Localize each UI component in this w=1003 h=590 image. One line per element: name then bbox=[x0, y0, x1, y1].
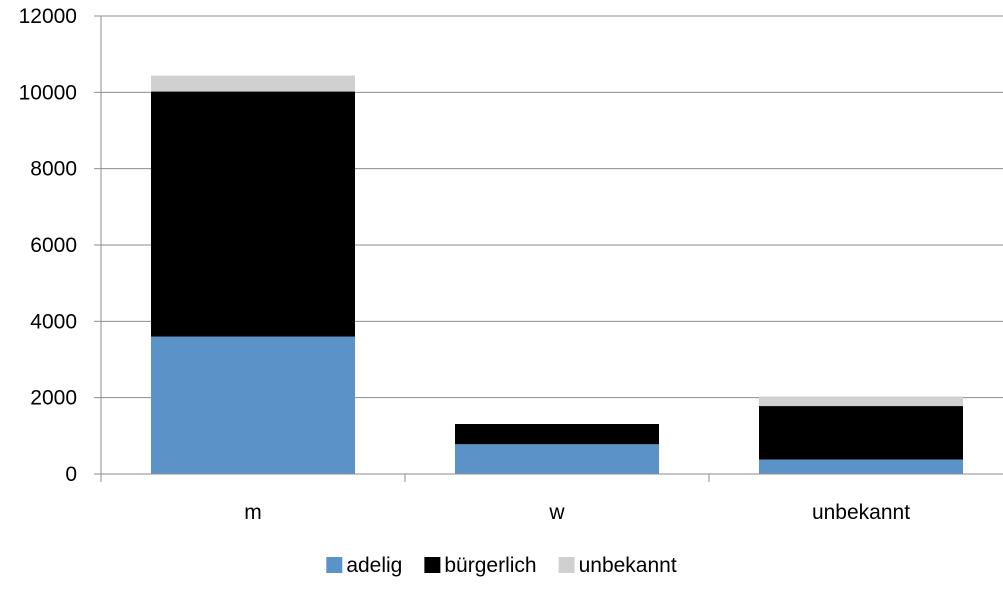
bar-m-unbekannt bbox=[151, 75, 355, 92]
legend-label: adelig bbox=[346, 554, 402, 577]
y-tick-label: 2000 bbox=[30, 387, 77, 410]
legend-swatch-bürgerlich bbox=[424, 557, 441, 573]
x-tick-label: unbekannt bbox=[812, 501, 910, 524]
legend-label: unbekannt bbox=[579, 554, 677, 577]
y-tick-label: 12000 bbox=[19, 5, 77, 28]
y-tick-label: 4000 bbox=[30, 310, 77, 333]
bar-unbekannt-adelig bbox=[759, 459, 963, 474]
legend-swatch-unbekannt bbox=[558, 557, 575, 573]
legend: adelig bürgerlich unbekannt bbox=[326, 554, 677, 577]
bar-unbekannt-bürgerlich bbox=[759, 406, 963, 460]
y-tick-label: 0 bbox=[65, 463, 77, 486]
x-tick-label: m bbox=[244, 501, 262, 524]
bar-m-adelig bbox=[151, 336, 355, 474]
x-tick-label: w bbox=[548, 501, 565, 524]
bar-unbekannt-unbekannt bbox=[759, 396, 963, 407]
legend-label: bürgerlich bbox=[444, 554, 536, 577]
axes bbox=[94, 15, 1003, 482]
bar-w-adelig bbox=[455, 444, 659, 474]
y-tick-label: 6000 bbox=[30, 234, 77, 257]
y-tick-label: 10000 bbox=[19, 81, 77, 104]
bar-m-bürgerlich bbox=[151, 91, 355, 337]
legend-swatch-adelig bbox=[326, 557, 343, 573]
bar-w-bürgerlich bbox=[455, 424, 659, 445]
y-tick-label: 8000 bbox=[30, 158, 77, 181]
bars bbox=[151, 75, 963, 474]
axis-labels: 0 2000 4000 6000 8000 10000 12000 m w unbekannt bbox=[19, 5, 911, 524]
